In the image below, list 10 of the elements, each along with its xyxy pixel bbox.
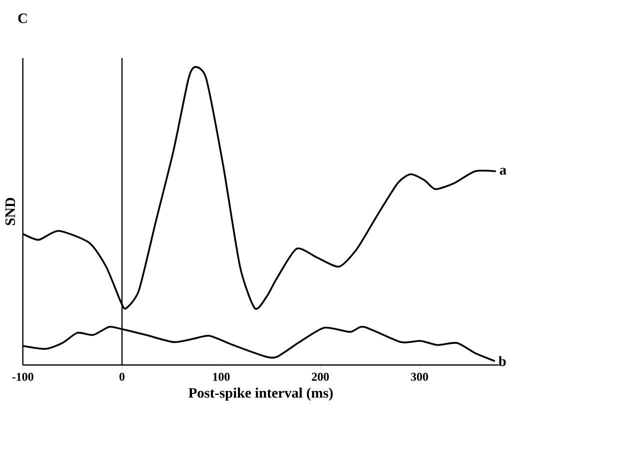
series-label: b: [498, 356, 506, 366]
text: C: [18, 14, 27, 24]
x-tick-label: 100: [213, 372, 230, 381]
x-axis-title: Post-spike interval (ms): [188, 388, 333, 401]
x-tick-label: 300: [410, 372, 428, 381]
y-axis-title: SND: [5, 198, 16, 226]
x-tick-label: 200: [312, 372, 329, 381]
x-tick-label: -100: [12, 372, 34, 381]
series-label: a: [500, 168, 506, 175]
x-tick-label: 0: [119, 372, 125, 381]
